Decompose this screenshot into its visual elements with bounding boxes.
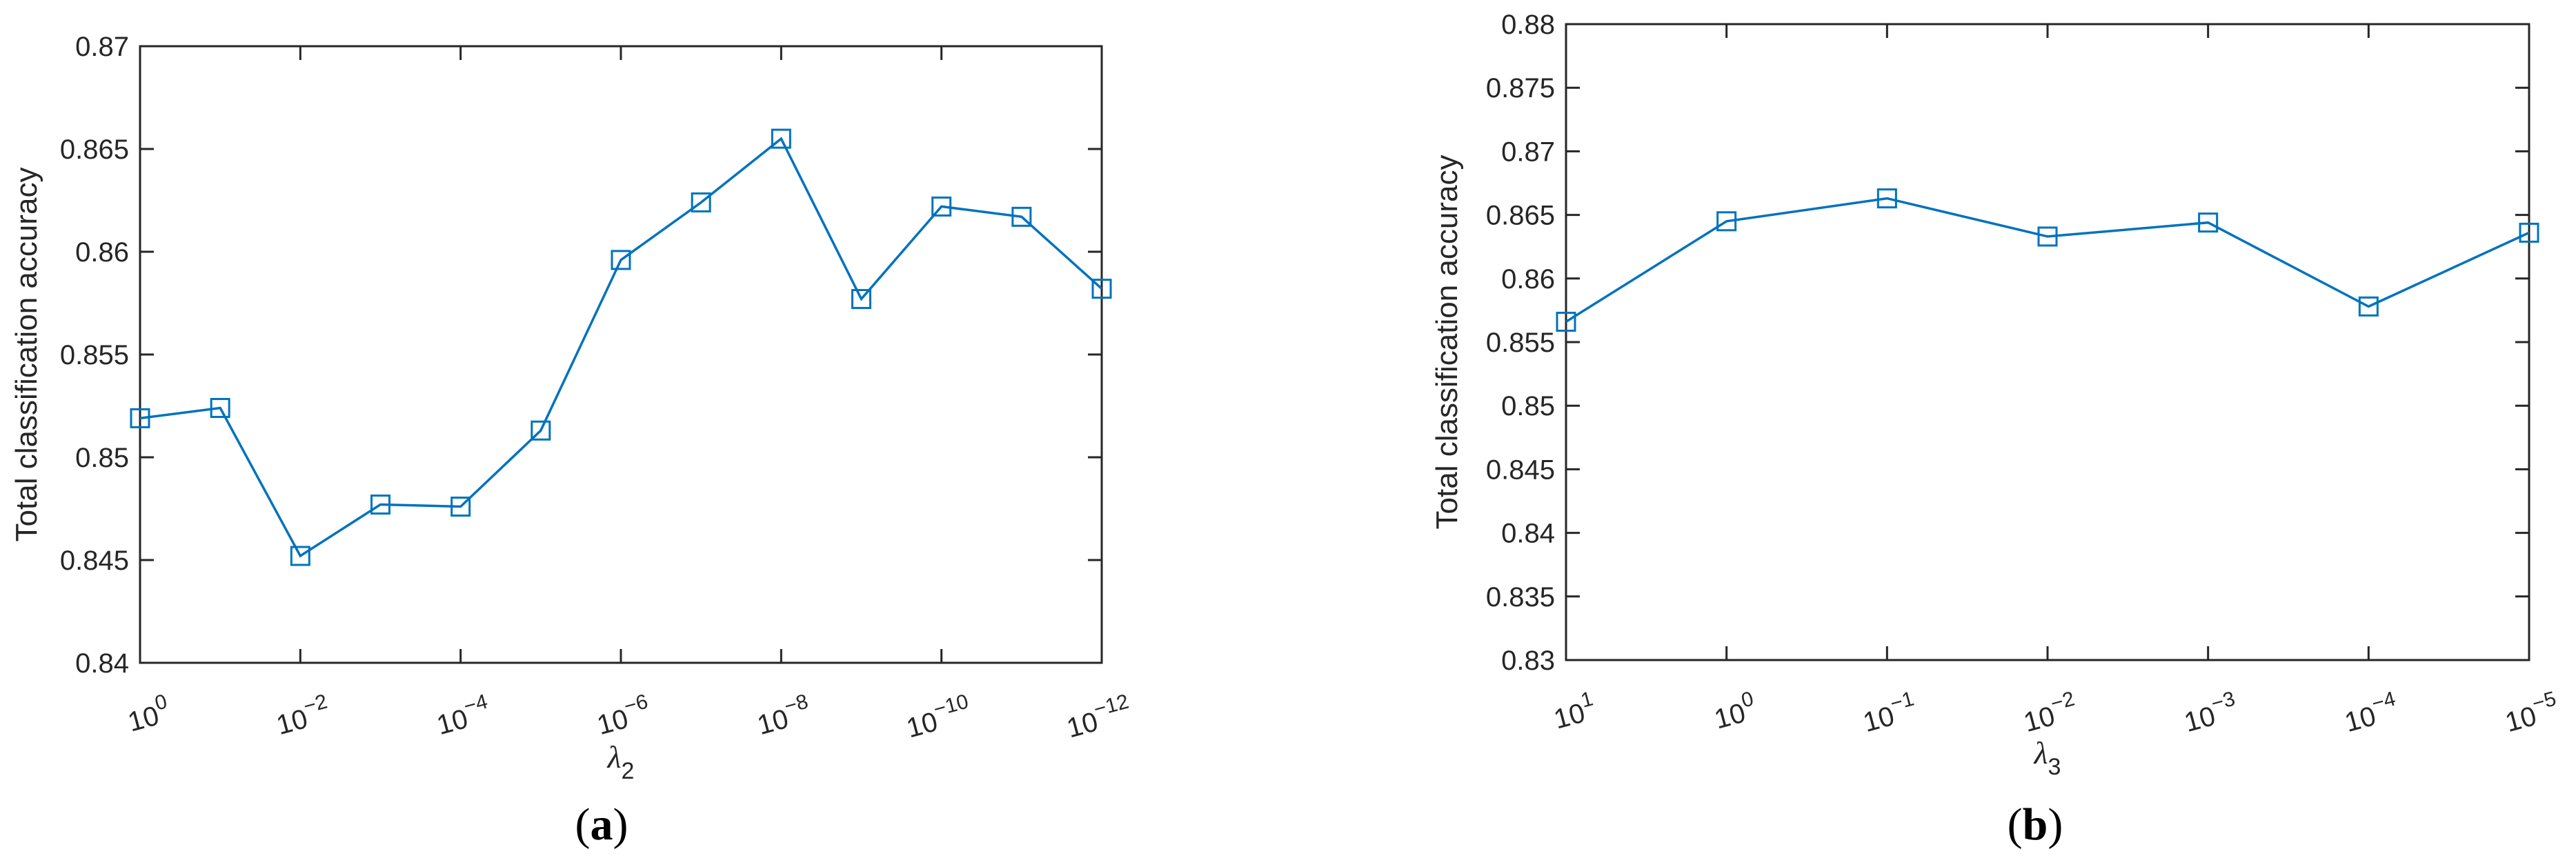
data-point-marker — [1556, 311, 1576, 332]
data-point-marker — [531, 420, 551, 441]
y-tick-label: 0.84 — [75, 648, 129, 679]
x-tick-label: 100 — [123, 690, 173, 738]
caption-a-letter: a — [590, 799, 613, 850]
data-point-marker — [2198, 212, 2219, 233]
data-line — [1565, 197, 2530, 323]
data-point-marker — [851, 289, 871, 310]
x-tick-label: 10−5 — [2500, 688, 2562, 738]
x-tick-label: 10−10 — [902, 690, 975, 744]
data-point-marker — [1091, 279, 1112, 299]
x-tick-label: 100 — [1710, 688, 1760, 735]
data-point-marker — [210, 397, 230, 418]
y-tick-label: 0.845 — [60, 546, 129, 576]
x-tick-label: 10−8 — [752, 690, 814, 741]
data-point-marker — [290, 546, 310, 566]
data-point-marker — [771, 128, 791, 149]
data-point-marker — [130, 408, 150, 428]
x-tick-label: 10−1 — [1858, 688, 1920, 738]
y-tick-label: 0.85 — [1501, 391, 1555, 421]
x-tick-label: 10−2 — [271, 690, 333, 741]
data-point-marker — [2519, 222, 2539, 243]
data-point-marker — [2037, 226, 2058, 247]
chart-a: 0.84 0.845 0.85 0.855 0.86 0.865 0.87 100 10−2 10… — [10, 32, 1135, 784]
y-tick-label: 0.865 — [60, 134, 129, 165]
chart-b: 0.83 0.835 0.84 0.845 0.85 0.855 0.86 0.865 0.87… — [1430, 10, 2562, 780]
y-tick-label: 0.84 — [1501, 519, 1555, 549]
caption-a-close-paren: ) — [613, 799, 628, 850]
data-point-marker — [1011, 206, 1032, 227]
x-axis-label: λ2 — [606, 739, 635, 784]
data-point-marker — [450, 497, 471, 517]
y-tick-label: 0.86 — [1501, 264, 1555, 295]
caption-a: (a) — [575, 799, 628, 851]
caption-a-open-paren: ( — [575, 799, 591, 850]
data-point-marker — [931, 196, 952, 217]
y-tick-label: 0.855 — [60, 340, 129, 370]
x-tick-label: 10−6 — [592, 690, 654, 741]
y-tick-label: 0.865 — [1486, 201, 1555, 231]
caption-b-open-paren: ( — [2007, 799, 2023, 850]
y-axis-label: Total classification accuracy — [1430, 155, 1464, 530]
caption-b: (b) — [2008, 799, 2063, 851]
y-tick-label: 0.87 — [75, 32, 129, 62]
y-tick-label: 0.85 — [75, 443, 129, 473]
data-point-marker — [370, 495, 390, 515]
y-axis-label: Total classification accuracy — [10, 168, 43, 542]
x-tick-label: 101 — [1549, 688, 1599, 735]
caption-b-close-paren: ) — [2048, 799, 2063, 850]
plot-box — [139, 45, 1103, 664]
y-tick-label: 0.835 — [1486, 582, 1555, 612]
data-point-marker — [691, 192, 711, 212]
x-axis-label: λ3 — [2033, 735, 2061, 780]
y-tick-label: 0.875 — [1486, 73, 1555, 103]
plot-box — [1565, 23, 2530, 661]
x-tick-label: 10−12 — [1062, 690, 1135, 744]
x-tick-label: 10−3 — [2179, 688, 2241, 738]
data-point-marker — [1876, 188, 1897, 209]
y-tick-label: 0.88 — [1501, 10, 1555, 40]
x-tick-label: 10−2 — [2019, 688, 2081, 738]
data-point-marker — [611, 250, 631, 270]
y-tick-label: 0.845 — [1486, 455, 1555, 485]
x-tick-label: 10−4 — [432, 690, 494, 741]
y-tick-label: 0.855 — [1486, 328, 1555, 358]
data-point-marker — [1716, 211, 1737, 232]
data-point-marker — [2358, 296, 2379, 317]
caption-b-letter: b — [2022, 799, 2048, 850]
y-tick-label: 0.83 — [1501, 646, 1555, 676]
y-tick-label: 0.86 — [75, 237, 129, 268]
x-tick-label: 10−4 — [2339, 688, 2401, 738]
y-tick-label: 0.87 — [1501, 137, 1555, 167]
data-line — [139, 137, 1103, 558]
